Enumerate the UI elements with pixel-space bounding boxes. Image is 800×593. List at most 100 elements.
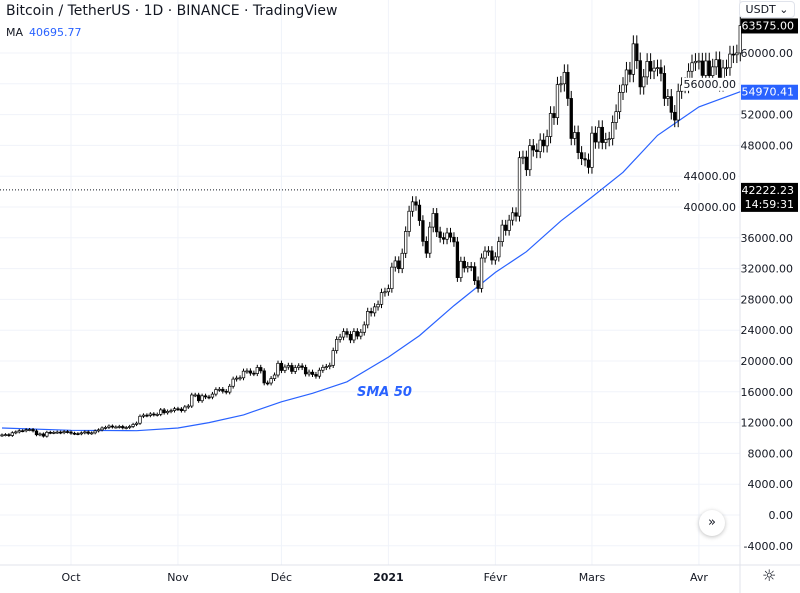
candle — [141, 413, 146, 419]
candle-body — [110, 425, 115, 428]
candle-body — [221, 388, 225, 392]
candle-body — [124, 427, 128, 429]
y-tick-label: 60000.00 — [741, 47, 794, 60]
candle — [38, 432, 42, 437]
candle-body — [462, 260, 466, 269]
y-tick-label-bg — [682, 77, 738, 91]
y-tick-label: 16000.00 — [741, 386, 794, 399]
candle — [479, 253, 484, 293]
candle-body — [83, 431, 87, 434]
candle-body — [410, 201, 415, 212]
candle — [441, 232, 446, 245]
candle — [355, 328, 359, 340]
candle — [41, 432, 46, 438]
candle-body — [114, 426, 118, 429]
sma50-line — [1, 91, 741, 432]
candle-body — [479, 257, 484, 289]
candle-body — [638, 60, 642, 88]
candle — [352, 328, 356, 344]
candle-body — [128, 426, 132, 428]
candle-body — [186, 405, 190, 408]
candle — [590, 126, 594, 174]
candle — [690, 54, 694, 80]
candle-body — [500, 224, 504, 243]
candle — [493, 252, 497, 265]
candle-body — [700, 60, 704, 76]
candle — [359, 328, 363, 340]
candle-body — [531, 145, 535, 151]
candle-body — [0, 434, 4, 437]
candle-body — [731, 53, 736, 56]
candle-body — [331, 350, 335, 366]
y-tick-label: 20000.00 — [741, 355, 794, 368]
candle-body — [245, 370, 249, 373]
candle-body — [642, 76, 646, 88]
candle — [234, 375, 239, 382]
candle — [659, 59, 663, 82]
candle — [186, 404, 190, 409]
candle-body — [624, 69, 629, 86]
candle — [210, 391, 215, 400]
candle — [269, 376, 273, 386]
candle — [676, 83, 680, 128]
candle — [535, 143, 539, 159]
candle-body — [397, 260, 401, 270]
settings-gear-icon[interactable]: ☼ — [762, 566, 777, 585]
candle-body — [55, 431, 59, 434]
candle — [272, 372, 277, 382]
candle-body — [597, 126, 601, 143]
candle-body — [69, 431, 73, 434]
candle-body — [372, 306, 377, 314]
candle — [90, 431, 94, 435]
candle — [397, 256, 401, 274]
candle — [290, 362, 294, 374]
candle — [248, 368, 253, 376]
currency-button[interactable]: USDT ⌄ — [739, 1, 795, 18]
candle — [207, 394, 211, 400]
y-tick-label: 12000.00 — [741, 417, 794, 430]
candle — [552, 106, 556, 125]
candle — [417, 199, 422, 226]
candle — [72, 431, 77, 436]
candle — [103, 425, 108, 430]
candle — [693, 53, 698, 71]
candle-body — [469, 266, 473, 268]
candle-body — [31, 429, 35, 432]
candle-body — [179, 408, 184, 412]
candle-body — [190, 394, 194, 407]
y-tick-label: -4000.00 — [744, 540, 793, 553]
candle — [328, 362, 332, 370]
candle-body — [697, 60, 701, 63]
sma-price-label-bg — [741, 84, 798, 100]
candle-body — [155, 414, 159, 416]
y-tick-label: 32000.00 — [741, 263, 794, 276]
candle-body — [600, 126, 604, 143]
candle — [321, 364, 325, 373]
candle — [573, 125, 577, 146]
candle — [145, 413, 149, 418]
candle-body — [390, 266, 394, 289]
candle-body — [407, 210, 411, 232]
candle — [728, 45, 732, 76]
candle — [448, 227, 453, 243]
candle — [55, 430, 59, 434]
candle-body — [490, 250, 494, 261]
candle — [165, 409, 170, 415]
candle-body — [76, 433, 80, 435]
candle — [593, 126, 598, 149]
candle-body — [635, 43, 639, 62]
candle — [310, 369, 315, 378]
candle — [303, 364, 308, 377]
candle — [7, 433, 11, 437]
candle — [203, 393, 208, 400]
scroll-to-realtime-button[interactable]: » — [699, 510, 725, 536]
candle-body — [376, 303, 380, 308]
candle — [604, 132, 608, 150]
candle-body — [545, 136, 549, 147]
candle-body — [593, 132, 598, 143]
candle-body — [541, 139, 546, 147]
candle — [407, 205, 411, 237]
candle — [179, 407, 184, 413]
candle-body — [10, 432, 15, 436]
